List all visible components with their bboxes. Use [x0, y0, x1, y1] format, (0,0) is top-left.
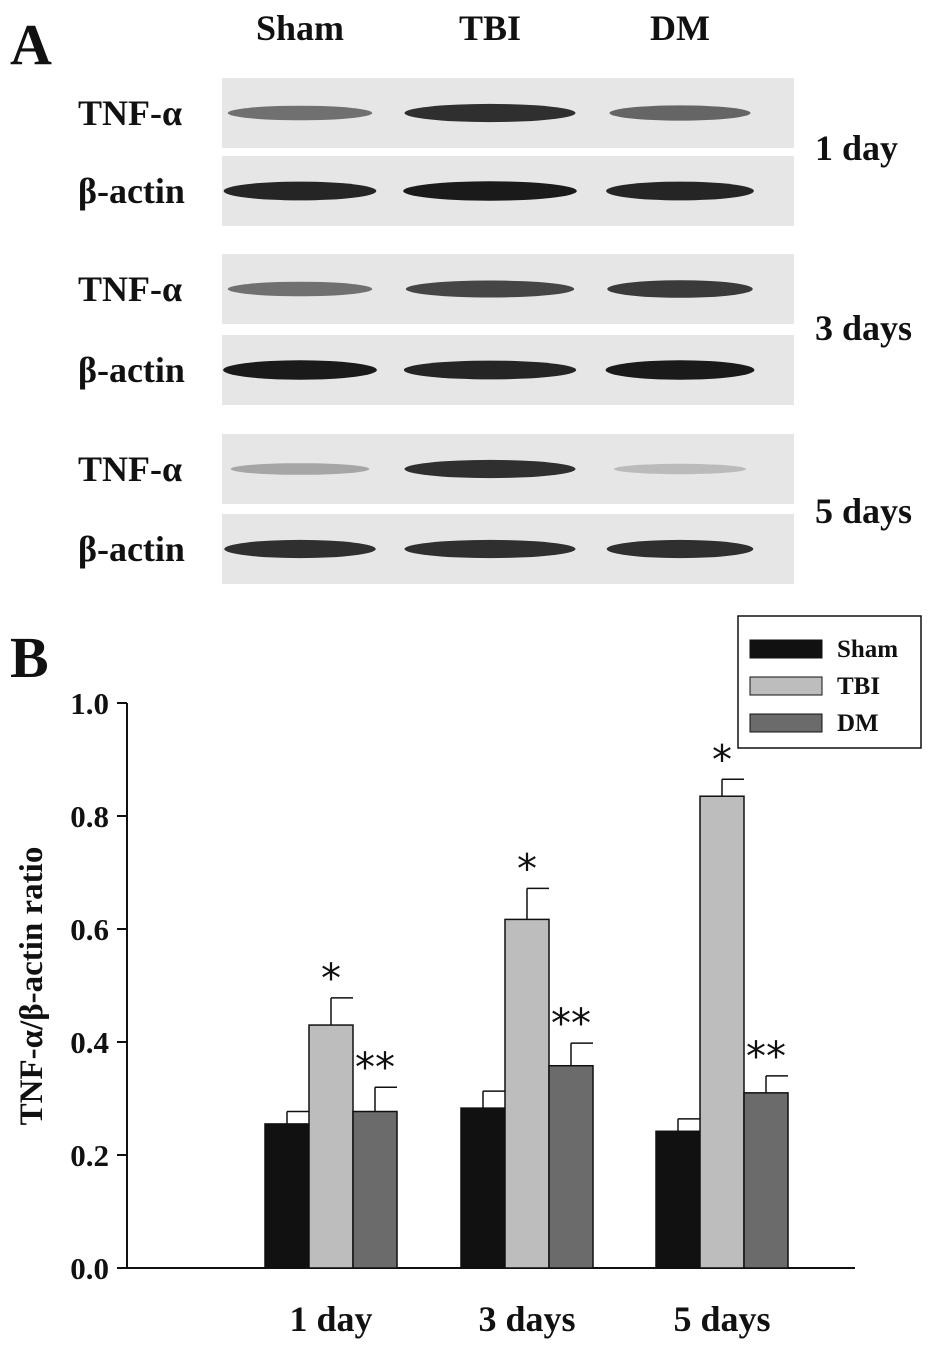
- time-label-1: 1 day: [815, 128, 898, 168]
- panel-a-label: A: [10, 12, 52, 77]
- beta-actin-label: β-actin: [78, 171, 185, 211]
- blot-row-3: TNF-α: [78, 254, 794, 324]
- significance-marker: **: [551, 1001, 591, 1047]
- significance-marker: **: [746, 1034, 786, 1080]
- band-dm: [606, 539, 754, 559]
- bar-tbi: [504, 918, 550, 1269]
- x-tick-label: 1 day: [289, 1299, 372, 1339]
- bar-tbi: [308, 1024, 354, 1269]
- beta-actin-label: β-actin: [78, 529, 185, 569]
- bar-chart-panel: B TNF-α/β-actin ratio 0.0 0.2 0.4 0.6 0.8 1.0…: [10, 615, 922, 1339]
- beta-actin-label: β-actin: [78, 350, 185, 390]
- band-sham: [227, 281, 373, 297]
- bar-dm: [352, 1110, 398, 1269]
- significance-marker: **: [355, 1045, 395, 1091]
- band-tbi: [404, 103, 576, 123]
- significance-marker: *: [712, 737, 732, 783]
- chart-axes: 0.0 0.2 0.4 0.6 0.8 1.0: [70, 686, 855, 1286]
- band-tbi: [405, 280, 575, 298]
- band-tbi: [404, 539, 576, 559]
- band-tbi: [404, 459, 576, 479]
- legend-label-dm: DM: [837, 710, 879, 737]
- bar-dm: [548, 1064, 594, 1269]
- band-sham: [224, 539, 376, 559]
- y-tick-label: 0.8: [70, 799, 109, 834]
- bar-sham: [655, 1130, 701, 1269]
- y-tick-label: 0.6: [70, 912, 109, 947]
- bar-sham: [460, 1107, 506, 1269]
- legend-swatch-tbi: [749, 676, 823, 696]
- blot-row-5: TNF-α: [78, 434, 794, 504]
- legend-swatch-sham: [749, 639, 823, 659]
- x-tick-label: 3 days: [478, 1299, 575, 1339]
- band-tbi: [403, 181, 577, 201]
- x-tick-label: 5 days: [673, 1299, 770, 1339]
- band-sham: [227, 105, 373, 121]
- band-dm: [606, 181, 754, 201]
- time-label-2: 3 days: [815, 308, 912, 348]
- y-tick-label: 0.4: [70, 1025, 109, 1060]
- band-tbi: [403, 360, 577, 380]
- y-axis-label: TNF-α/β-actin ratio: [14, 847, 50, 1126]
- chart-bars: ***1 day***3 days***5 days: [264, 737, 789, 1339]
- lane-label-tbi: TBI: [459, 8, 521, 48]
- tnf-alpha-label: TNF-α: [78, 93, 182, 133]
- band-sham: [230, 463, 370, 475]
- y-tick-label: 0.2: [70, 1138, 109, 1173]
- legend-label-tbi: TBI: [837, 673, 880, 700]
- blot-row-1: TNF-α: [78, 78, 794, 148]
- band-sham: [223, 360, 377, 380]
- blot-row-6: β-actin: [78, 514, 794, 584]
- y-tick-label: 1.0: [70, 686, 109, 721]
- bar-dm: [743, 1092, 789, 1269]
- tnf-alpha-label: TNF-α: [78, 449, 182, 489]
- band-dm: [607, 280, 753, 298]
- y-tick-label: 0.0: [70, 1251, 109, 1286]
- band-dm: [614, 463, 746, 475]
- band-sham: [223, 181, 377, 201]
- blot-row-2: β-actin: [78, 156, 794, 226]
- legend-swatch-dm: [749, 713, 823, 733]
- bar-sham: [264, 1123, 310, 1269]
- lane-label-dm: DM: [650, 8, 710, 48]
- chart-legend: Sham TBI DM: [737, 615, 922, 749]
- time-label-3: 5 days: [815, 491, 912, 531]
- band-dm: [609, 105, 751, 121]
- bar-tbi: [699, 795, 745, 1269]
- western-blot-panel: A Sham TBI DM TNF-α β-actin TNF-α β-actin TNF-…: [10, 8, 912, 584]
- significance-marker: *: [321, 956, 341, 1002]
- band-dm: [605, 360, 755, 380]
- blot-row-4: β-actin: [78, 335, 794, 405]
- significance-marker: *: [517, 846, 537, 892]
- legend-label-sham: Sham: [837, 636, 898, 663]
- panel-b-label: B: [10, 625, 49, 690]
- lane-label-sham: Sham: [256, 8, 344, 48]
- tnf-alpha-label: TNF-α: [78, 269, 182, 309]
